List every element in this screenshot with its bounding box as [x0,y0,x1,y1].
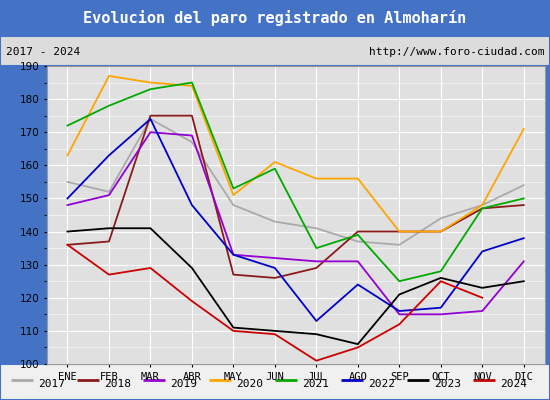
Text: 2022: 2022 [368,379,395,389]
Text: 2021: 2021 [302,379,329,389]
Text: 2024: 2024 [500,379,527,389]
Text: 2017 - 2024: 2017 - 2024 [6,48,80,58]
Text: 2023: 2023 [434,379,461,389]
Text: 2020: 2020 [236,379,263,389]
Text: Evolucion del paro registrado en Almoharín: Evolucion del paro registrado en Almohar… [84,10,466,26]
Text: 2018: 2018 [104,379,131,389]
Text: 2017: 2017 [39,379,65,389]
Text: 2019: 2019 [170,379,197,389]
Text: http://www.foro-ciudad.com: http://www.foro-ciudad.com [369,48,544,58]
